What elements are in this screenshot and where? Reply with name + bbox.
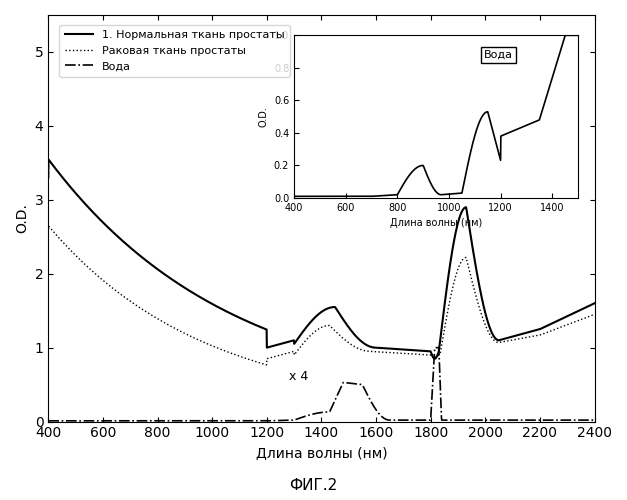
1. Нормальная ткань простаты [431,356,438,362]
1. Нормальная ткань простаты [45,156,52,162]
Вода [575,417,582,423]
Line: Вода: Вода [48,348,594,421]
1. Нормальная ткань простаты [576,308,583,314]
Раковая ткань простаты [45,234,52,240]
Вода [72,418,80,424]
Раковая ткань простаты [591,312,598,318]
1. Нормальная ткань простаты [591,300,598,306]
Вода [431,344,439,350]
Y-axis label: O.D.: O.D. [15,204,29,233]
Раковая ткань простаты [73,253,80,259]
Раковая ткань простаты [475,304,483,310]
Text: x 4: x 4 [288,370,308,383]
Раковая ткань простаты [576,317,583,323]
1. Нормальная ткань простаты [45,174,52,180]
1. Нормальная ткань простаты [575,308,582,314]
1. Нормальная ткань простаты [296,333,303,339]
Вода [475,417,482,423]
1. Нормальная ткань простаты [73,191,80,197]
1. Нормальная ткань простаты [310,315,318,321]
Вода [591,417,598,423]
Раковая ткань простаты [263,362,270,368]
Вода [45,418,52,424]
Line: Раковая ткань простаты: Раковая ткань простаты [48,226,594,365]
1. Нормальная ткань простаты [475,280,483,286]
Раковая ткань простаты [296,344,303,350]
Вода [575,417,582,423]
Раковая ткань простаты [45,223,52,229]
Text: ФИГ.2: ФИГ.2 [290,478,337,493]
Раковая ткань простаты [310,329,318,335]
X-axis label: Длина волны (нм): Длина волны (нм) [256,446,387,460]
Вода [310,411,318,417]
Вода [296,415,303,421]
Line: 1. Нормальная ткань простаты: 1. Нормальная ткань простаты [48,160,594,358]
Legend: 1. Нормальная ткань простаты, Раковая ткань простаты, Вода: 1. Нормальная ткань простаты, Раковая тк… [60,24,290,77]
Раковая ткань простаты [575,318,582,324]
